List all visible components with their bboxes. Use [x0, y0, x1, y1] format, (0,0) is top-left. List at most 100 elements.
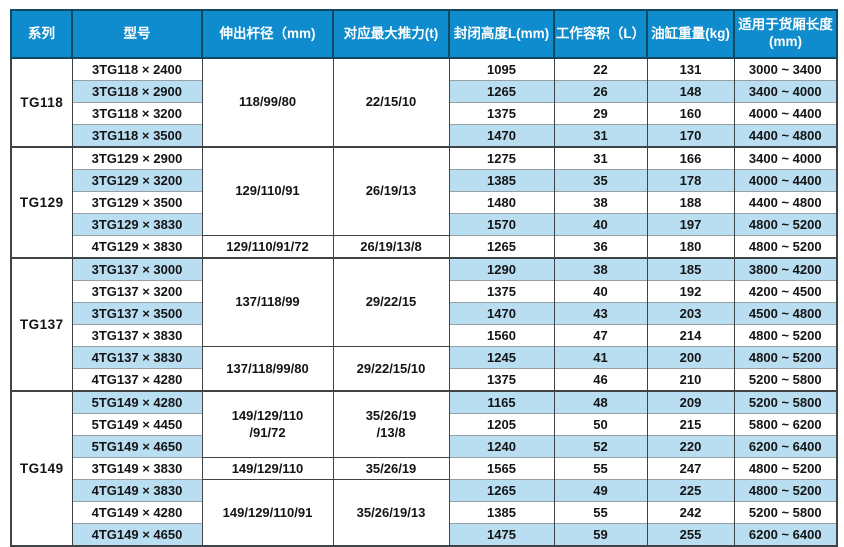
col-header-working-volume: 工作容积（L）	[553, 9, 648, 59]
model-cell: 5TG149 × 4280	[71, 390, 203, 414]
model-cell: 4TG137 × 3830	[71, 346, 203, 369]
cylinder-weight-cell: 180	[646, 235, 735, 258]
series-cell: TG137	[10, 257, 73, 391]
table-row: 5TG149 × 4650 1240 52 220 6200 ~ 6400	[11, 435, 838, 458]
cylinder-weight-cell: 220	[646, 435, 735, 458]
model-cell: 3TG137 × 3200	[71, 280, 203, 303]
rod-diameter-cell: 149/129/110/91	[201, 479, 334, 546]
cargo-length-cell: 5200 ~ 5800	[733, 501, 838, 524]
model-cell: 3TG129 × 3830	[71, 213, 203, 236]
cargo-length-cell: 5200 ~ 5800	[733, 390, 838, 414]
max-thrust-cell: 35/26/19 /13/8	[332, 390, 450, 458]
table-row: 4TG149 × 3830 149/129/110/91 35/26/19/13…	[11, 479, 838, 546]
closed-height-cell: 1165	[448, 390, 555, 414]
col-header-closed-height: 封闭高度L(mm)	[448, 9, 555, 59]
model-cell: 3TG118 × 2400	[71, 58, 203, 81]
working-volume-cell: 55	[553, 457, 648, 480]
model-cell: 3TG149 × 3830	[71, 457, 203, 480]
cylinder-weight-cell: 255	[646, 523, 735, 546]
closed-height-cell: 1385	[448, 169, 555, 192]
working-volume-cell: 26	[553, 80, 648, 103]
max-thrust-cell: 26/19/13	[332, 146, 450, 236]
col-header-model: 型号	[71, 9, 203, 59]
cylinder-weight-cell: 209	[646, 390, 735, 414]
max-thrust-cell: 35/26/19	[332, 457, 450, 480]
table-row: TG129 3TG129 × 2900 129/110/91 26/19/13 …	[10, 146, 838, 258]
spec-sheet: 系列 型号 伸出杆径（mm) 对应最大推力(t) 封闭高度L(mm) 工作容积（…	[10, 9, 838, 547]
cylinder-weight-cell: 192	[646, 280, 735, 303]
closed-height-cell: 1560	[448, 324, 555, 347]
model-cell: 3TG129 × 3200	[71, 169, 203, 192]
cylinder-weight-cell: 210	[646, 368, 735, 391]
working-volume-cell: 31	[553, 146, 648, 170]
max-thrust-cell: 29/22/15/10	[332, 346, 450, 391]
col-header-cylinder-weight: 油缸重量(kg)	[646, 9, 735, 59]
cylinder-weight-cell: 197	[646, 213, 735, 236]
cargo-length-cell: 4400 ~ 4800	[733, 124, 838, 147]
table-row: 3TG129 × 3500 1480 38 188 4400 ~ 4800	[11, 191, 838, 214]
cylinder-weight-cell: 170	[646, 124, 735, 147]
rod-diameter-cell: 137/118/99	[201, 257, 334, 347]
model-cell: 3TG118 × 2900	[71, 80, 203, 103]
closed-height-cell: 1245	[448, 346, 555, 369]
closed-height-cell: 1265	[448, 80, 555, 103]
closed-height-cell: 1205	[448, 413, 555, 436]
model-cell: 4TG149 × 4650	[71, 523, 203, 546]
model-cell: 5TG149 × 4450	[71, 413, 203, 436]
model-cell: 4TG149 × 4280	[71, 501, 203, 524]
table-row: TG149 5TG149 × 4280 149/129/110 /91/72 3…	[10, 390, 838, 546]
model-cell: 4TG137 × 4280	[71, 368, 203, 391]
closed-height-cell: 1265	[448, 235, 555, 258]
working-volume-cell: 48	[553, 390, 648, 414]
closed-height-cell: 1095	[448, 58, 555, 81]
model-cell: 3TG137 × 3500	[71, 302, 203, 325]
table-row: 3TG118 × 3200 1375 29 160 4000 ~ 4400	[11, 102, 838, 125]
model-cell: 3TG129 × 3500	[71, 191, 203, 214]
working-volume-cell: 59	[553, 523, 648, 546]
cargo-length-cell: 3000 ~ 3400	[733, 58, 838, 81]
series-cell: TG149	[10, 390, 73, 546]
closed-height-cell: 1565	[448, 457, 555, 480]
cargo-length-cell: 5800 ~ 6200	[733, 413, 838, 436]
cargo-length-cell: 5200 ~ 5800	[733, 368, 838, 391]
cargo-length-cell: 4000 ~ 4400	[733, 102, 838, 125]
working-volume-cell: 35	[553, 169, 648, 192]
cargo-length-cell: 4800 ~ 5200	[733, 457, 838, 480]
rod-diameter-cell: 149/129/110 /91/72	[201, 390, 334, 458]
col-header-series: 系列	[10, 9, 73, 59]
cylinder-weight-cell: 166	[646, 146, 735, 170]
closed-height-cell: 1475	[448, 523, 555, 546]
working-volume-cell: 47	[553, 324, 648, 347]
cargo-length-cell: 4800 ~ 5200	[733, 213, 838, 236]
table-row: 3TG118 × 2900 1265 26 148 3400 ~ 4000	[11, 80, 838, 103]
cargo-length-cell: 3800 ~ 4200	[733, 257, 838, 281]
table-row: 4TG137 × 4280 1375 46 210 5200 ~ 5800	[11, 368, 838, 391]
working-volume-cell: 55	[553, 501, 648, 524]
table-row: 5TG149 × 4450 1205 50 215 5800 ~ 6200	[11, 413, 838, 436]
working-volume-cell: 50	[553, 413, 648, 436]
rod-diameter-cell: 118/99/80	[201, 58, 334, 147]
working-volume-cell: 31	[553, 124, 648, 147]
cargo-length-cell: 4800 ~ 5200	[733, 324, 838, 347]
col-header-rod-diameter: 伸出杆径（mm)	[201, 9, 334, 59]
closed-height-cell: 1385	[448, 501, 555, 524]
rod-diameter-cell: 137/118/99/80	[201, 346, 334, 391]
max-thrust-cell: 29/22/15	[332, 257, 450, 347]
series-cell: TG129	[10, 146, 73, 258]
table-row: 4TG149 × 4280 1385 55 242 5200 ~ 5800	[11, 501, 838, 524]
closed-height-cell: 1375	[448, 280, 555, 303]
cylinder-weight-cell: 247	[646, 457, 735, 480]
table-row: TG118 3TG118 × 2400 118/99/80 22/15/10 1…	[10, 58, 838, 147]
rod-diameter-cell: 149/129/110	[201, 457, 334, 480]
working-volume-cell: 22	[553, 58, 648, 81]
cargo-length-cell: 3400 ~ 4000	[733, 146, 838, 170]
cylinder-weight-cell: 214	[646, 324, 735, 347]
model-cell: 3TG137 × 3830	[71, 324, 203, 347]
cylinder-weight-cell: 148	[646, 80, 735, 103]
model-cell: 4TG129 × 3830	[71, 235, 203, 258]
model-cell: 3TG129 × 2900	[71, 146, 203, 170]
table-row: 3TG137 × 3200 1375 40 192 4200 ~ 4500	[11, 280, 838, 303]
working-volume-cell: 43	[553, 302, 648, 325]
cylinder-weight-cell: 185	[646, 257, 735, 281]
cargo-length-cell: 6200 ~ 6400	[733, 435, 838, 458]
